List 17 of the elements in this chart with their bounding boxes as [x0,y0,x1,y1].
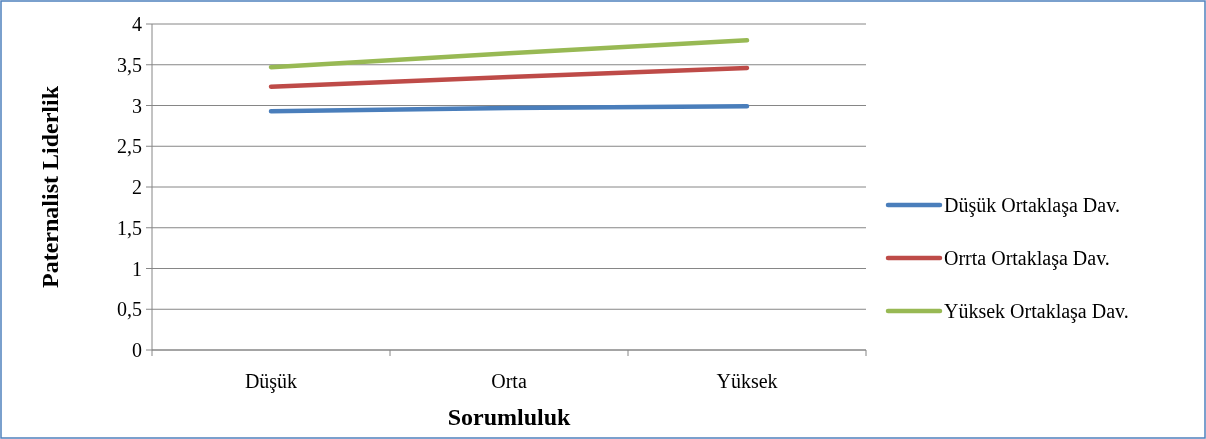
y-tick-label: 0,5 [117,298,142,321]
x-axis-title: Sorumluluk [447,404,572,430]
y-tick-label: 0 [132,339,142,361]
y-tick-label: 1,5 [117,216,142,239]
x-tick-label: Orta [491,370,527,392]
y-tick-label: 2,5 [117,135,142,158]
y-tick-label: 3,5 [117,53,142,76]
y-tick-label: 2 [132,176,142,198]
x-tick-label: Düşük [244,370,298,393]
legend-label: Orrta Ortaklaşa Dav. [944,247,1110,270]
x-tick-label: Yüksek [716,370,778,392]
legend-label: Düşük Ortaklaşa Dav. [944,194,1120,217]
y-axis-title: Paternalist Liderlik [37,85,63,288]
y-tick-label: 3 [132,94,142,117]
y-tick-label: 4 [132,13,142,35]
y-tick-label: 1 [132,257,142,280]
legend-label: Yüksek Ortaklaşa Dav. [944,300,1129,323]
